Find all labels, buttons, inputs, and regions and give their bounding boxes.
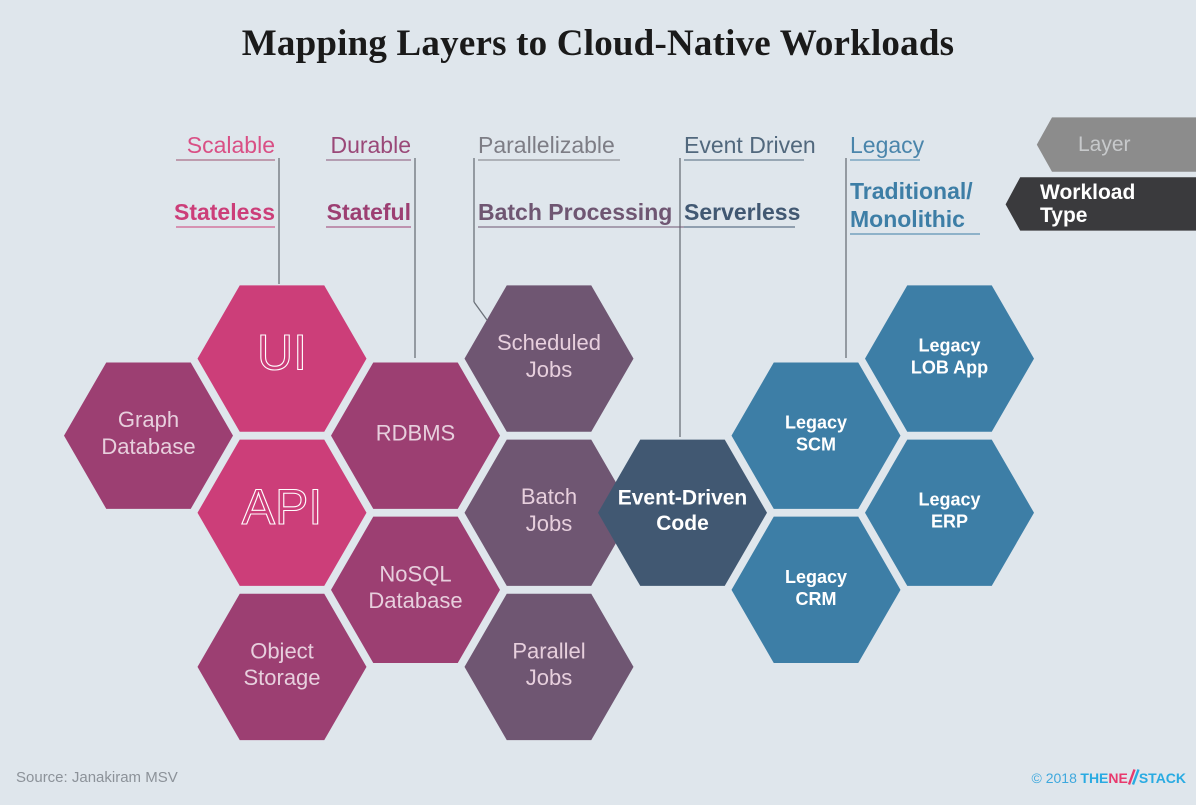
svg-text:Parallel: Parallel — [512, 638, 585, 663]
svg-text:Type: Type — [1040, 204, 1087, 227]
svg-text:THE: THE — [1080, 770, 1108, 786]
svg-text:Stateful: Stateful — [327, 199, 411, 225]
svg-text:Durable: Durable — [330, 132, 411, 158]
svg-text:Storage: Storage — [243, 665, 320, 690]
svg-text:Batch Processing: Batch Processing — [478, 199, 672, 225]
svg-text:API: API — [242, 479, 323, 535]
svg-text:Source: Janakiram MSV: Source: Janakiram MSV — [16, 769, 178, 786]
svg-text:Scalable: Scalable — [187, 132, 275, 158]
svg-text:Serverless: Serverless — [684, 199, 800, 225]
svg-text:RDBMS: RDBMS — [376, 421, 455, 446]
svg-text:CRM: CRM — [796, 589, 837, 609]
svg-text:Legacy: Legacy — [785, 567, 847, 587]
svg-text:Legacy: Legacy — [918, 490, 980, 510]
svg-text:Jobs: Jobs — [526, 665, 572, 690]
svg-text:Batch: Batch — [521, 484, 577, 509]
svg-text:Graph: Graph — [118, 407, 179, 432]
svg-text:Scheduled: Scheduled — [497, 330, 601, 355]
svg-text:Database: Database — [368, 588, 462, 613]
svg-text:LOB App: LOB App — [911, 358, 988, 378]
svg-text:Legacy: Legacy — [785, 413, 847, 433]
svg-text:Workload: Workload — [1040, 181, 1135, 204]
svg-text:Jobs: Jobs — [526, 357, 572, 382]
svg-text:NoSQL: NoSQL — [379, 561, 451, 586]
svg-text:NE: NE — [1108, 770, 1127, 786]
svg-text:ERP: ERP — [931, 512, 968, 532]
svg-text:© 2018: © 2018 — [1032, 770, 1078, 786]
svg-text:STACK: STACK — [1139, 770, 1186, 786]
svg-text:UI: UI — [257, 325, 307, 381]
svg-text:Layer: Layer — [1078, 133, 1131, 156]
svg-text:Code: Code — [656, 512, 709, 535]
svg-text:Database: Database — [101, 434, 195, 459]
svg-text:Jobs: Jobs — [526, 511, 572, 536]
svg-text:Traditional/: Traditional/ — [850, 178, 973, 204]
svg-text:Legacy: Legacy — [918, 336, 980, 356]
svg-text:Legacy: Legacy — [850, 132, 925, 158]
svg-text:Event-Driven: Event-Driven — [618, 487, 748, 510]
svg-text:Parallelizable: Parallelizable — [478, 132, 615, 158]
svg-text:SCM: SCM — [796, 435, 836, 455]
svg-text:Stateless: Stateless — [174, 199, 275, 225]
svg-text:Monolithic: Monolithic — [850, 206, 965, 232]
svg-text:Object: Object — [250, 638, 314, 663]
svg-text:Event Driven: Event Driven — [684, 132, 816, 158]
